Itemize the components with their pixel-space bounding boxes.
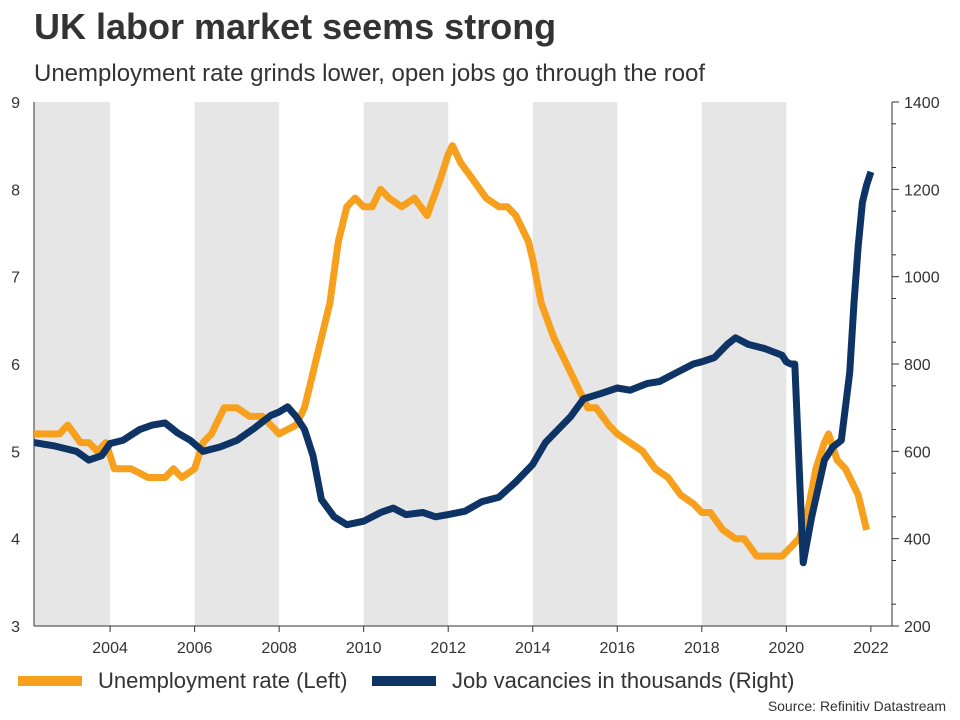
y-right-tick-400: 400 xyxy=(904,532,931,549)
y-left-tick-6: 6 xyxy=(11,357,20,374)
legend-label-unemployment: Unemployment rate (Left) xyxy=(98,668,348,693)
y-right-tick-800: 800 xyxy=(904,357,931,374)
legend-label-vacancies: Job vacancies in thousands (Right) xyxy=(452,668,795,693)
shaded-band-0 xyxy=(34,102,111,626)
shaded-band-2 xyxy=(363,102,449,626)
x-tick-2004: 2004 xyxy=(92,640,128,657)
x-tick-2016: 2016 xyxy=(599,640,635,657)
chart-title: UK labor market seems strong xyxy=(34,6,557,47)
x-tick-2010: 2010 xyxy=(346,640,382,657)
x-tick-2006: 2006 xyxy=(177,640,213,657)
y-left-tick-8: 8 xyxy=(11,182,20,199)
x-tick-2008: 2008 xyxy=(261,640,297,657)
y-left-tick-9: 9 xyxy=(11,95,20,112)
x-tick-2022: 2022 xyxy=(853,640,889,657)
y-right-tick-200: 200 xyxy=(904,619,931,636)
shaded-band-4 xyxy=(701,102,787,626)
legend-item-unemployment: Unemployment rate (Left) xyxy=(18,666,347,696)
legend-swatch-unemployment xyxy=(18,676,82,686)
y-left-tick-3: 3 xyxy=(11,619,20,636)
x-tick-2020: 2020 xyxy=(769,640,805,657)
y-right-tick-1000: 1000 xyxy=(904,270,940,287)
y-right-tick-1400: 1400 xyxy=(904,95,940,112)
y-right-tick-600: 600 xyxy=(904,444,931,461)
y-left-tick-4: 4 xyxy=(11,532,20,549)
y-left-tick-7: 7 xyxy=(11,270,20,287)
shaded-band-1 xyxy=(194,102,280,626)
x-tick-2012: 2012 xyxy=(430,640,466,657)
legend-swatch-vacancies xyxy=(372,676,436,686)
shaded-band-3 xyxy=(532,102,618,626)
x-tick-2014: 2014 xyxy=(515,640,551,657)
source-note: Source: Refinitiv Datastream xyxy=(767,698,946,714)
series-line-vacancies xyxy=(33,170,875,567)
x-tick-2018: 2018 xyxy=(684,640,720,657)
legend-item-vacancies: Job vacancies in thousands (Right) xyxy=(372,666,794,696)
series-line-unemployment xyxy=(34,142,871,560)
chart-subtitle: Unemployment rate grinds lower, open job… xyxy=(34,60,706,87)
y-right-tick-1200: 1200 xyxy=(904,182,940,199)
y-left-tick-5: 5 xyxy=(11,444,20,461)
